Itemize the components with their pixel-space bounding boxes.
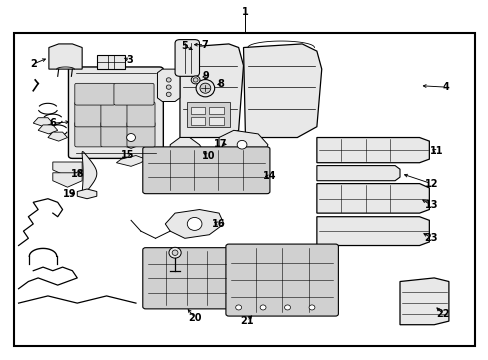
Bar <box>209 117 224 125</box>
Bar <box>14 33 474 346</box>
Text: 12: 12 <box>424 179 437 189</box>
Polygon shape <box>48 132 67 141</box>
Polygon shape <box>116 156 145 166</box>
Ellipse shape <box>172 250 178 256</box>
FancyBboxPatch shape <box>142 147 269 194</box>
Text: 2: 2 <box>30 59 37 69</box>
Text: 17: 17 <box>214 139 227 149</box>
Bar <box>190 117 205 125</box>
Text: 9: 9 <box>203 71 209 81</box>
Text: 7: 7 <box>201 40 207 50</box>
Ellipse shape <box>166 92 171 96</box>
FancyBboxPatch shape <box>101 102 129 127</box>
Text: 21: 21 <box>240 316 253 326</box>
Ellipse shape <box>166 78 171 82</box>
Polygon shape <box>157 69 180 102</box>
Polygon shape <box>316 184 428 213</box>
Polygon shape <box>116 127 145 148</box>
Text: 11: 11 <box>428 146 442 156</box>
Polygon shape <box>399 278 448 325</box>
Text: 6: 6 <box>49 118 56 128</box>
Text: 22: 22 <box>435 309 449 319</box>
Polygon shape <box>53 162 82 176</box>
Polygon shape <box>53 173 82 187</box>
Ellipse shape <box>166 85 171 89</box>
Ellipse shape <box>237 140 246 149</box>
Polygon shape <box>316 138 428 163</box>
Ellipse shape <box>200 83 210 93</box>
Ellipse shape <box>193 78 198 82</box>
Ellipse shape <box>191 76 200 84</box>
Polygon shape <box>82 152 97 195</box>
FancyBboxPatch shape <box>75 83 115 105</box>
FancyBboxPatch shape <box>101 122 129 147</box>
Text: 1: 1 <box>242 6 248 17</box>
Ellipse shape <box>196 80 214 97</box>
Text: 19: 19 <box>62 189 76 199</box>
Polygon shape <box>180 44 243 138</box>
Ellipse shape <box>284 305 290 310</box>
Ellipse shape <box>126 134 135 141</box>
Ellipse shape <box>169 247 181 258</box>
Polygon shape <box>170 138 204 163</box>
Polygon shape <box>243 44 321 138</box>
Text: 10: 10 <box>201 150 215 161</box>
Bar <box>186 102 229 127</box>
Bar <box>209 107 224 114</box>
FancyBboxPatch shape <box>175 40 199 76</box>
Bar <box>97 55 125 69</box>
FancyBboxPatch shape <box>127 102 155 127</box>
FancyBboxPatch shape <box>142 248 230 309</box>
Text: 18: 18 <box>70 168 84 179</box>
Ellipse shape <box>308 305 314 310</box>
Text: 5: 5 <box>181 41 188 51</box>
Ellipse shape <box>235 305 241 310</box>
FancyBboxPatch shape <box>114 83 154 105</box>
Text: 15: 15 <box>121 150 135 160</box>
Text: 23: 23 <box>424 233 437 243</box>
Polygon shape <box>316 217 428 246</box>
Text: 3: 3 <box>126 55 133 66</box>
Text: 13: 13 <box>424 200 437 210</box>
FancyBboxPatch shape <box>68 67 163 158</box>
Polygon shape <box>165 210 224 238</box>
Bar <box>190 107 205 114</box>
Polygon shape <box>219 130 267 159</box>
Text: 4: 4 <box>442 82 448 92</box>
Ellipse shape <box>260 305 265 310</box>
Ellipse shape <box>187 217 202 230</box>
Polygon shape <box>49 44 82 69</box>
FancyBboxPatch shape <box>127 122 155 147</box>
Text: 14: 14 <box>263 171 276 181</box>
Text: 8: 8 <box>217 78 224 89</box>
FancyBboxPatch shape <box>75 122 102 147</box>
Polygon shape <box>33 118 53 127</box>
FancyBboxPatch shape <box>75 102 102 127</box>
Text: 16: 16 <box>212 219 225 229</box>
Polygon shape <box>38 125 58 134</box>
Polygon shape <box>77 189 97 199</box>
Polygon shape <box>316 166 399 181</box>
FancyBboxPatch shape <box>225 244 338 316</box>
Text: 20: 20 <box>187 312 201 323</box>
